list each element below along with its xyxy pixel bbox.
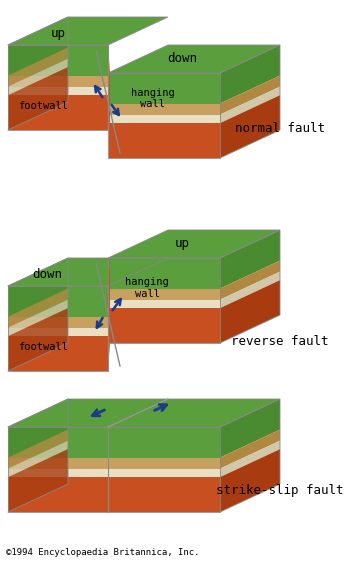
Polygon shape [8, 316, 108, 328]
Polygon shape [108, 73, 220, 103]
Polygon shape [220, 45, 280, 103]
Polygon shape [220, 272, 280, 308]
Text: hanging
wall: hanging wall [125, 277, 169, 298]
Polygon shape [220, 95, 280, 158]
Polygon shape [8, 59, 68, 95]
Polygon shape [108, 123, 220, 158]
Polygon shape [108, 289, 220, 299]
Polygon shape [108, 308, 220, 343]
Polygon shape [108, 399, 280, 427]
Polygon shape [8, 258, 68, 316]
Polygon shape [220, 76, 280, 115]
Polygon shape [8, 86, 108, 95]
Polygon shape [220, 260, 280, 299]
Polygon shape [8, 47, 68, 86]
Polygon shape [8, 95, 108, 130]
Polygon shape [8, 67, 68, 130]
Text: up: up [50, 27, 66, 40]
Polygon shape [8, 441, 68, 477]
Polygon shape [8, 399, 168, 427]
Polygon shape [8, 258, 168, 286]
Polygon shape [8, 468, 108, 477]
Text: ©1994 Encyclopaedia Britannica, Inc.: ©1994 Encyclopaedia Britannica, Inc. [6, 548, 199, 557]
Polygon shape [8, 17, 168, 45]
Polygon shape [8, 477, 108, 512]
Polygon shape [8, 17, 68, 76]
Polygon shape [220, 441, 280, 477]
Polygon shape [108, 45, 110, 158]
Text: hanging
wall: hanging wall [131, 88, 175, 109]
Polygon shape [8, 336, 108, 371]
Text: normal fault: normal fault [235, 121, 325, 134]
Polygon shape [220, 449, 280, 512]
Polygon shape [8, 76, 108, 86]
Polygon shape [108, 458, 220, 468]
Polygon shape [108, 103, 220, 115]
Polygon shape [108, 45, 280, 73]
Polygon shape [220, 280, 280, 343]
Polygon shape [8, 299, 68, 336]
Polygon shape [108, 258, 220, 289]
Polygon shape [8, 45, 108, 76]
Polygon shape [8, 289, 68, 328]
Polygon shape [8, 308, 68, 371]
Polygon shape [8, 429, 68, 468]
Text: footwall: footwall [18, 342, 68, 352]
Polygon shape [8, 286, 108, 316]
Text: reverse fault: reverse fault [231, 334, 329, 347]
Polygon shape [8, 427, 108, 458]
Polygon shape [220, 429, 280, 468]
Polygon shape [220, 399, 280, 458]
Text: strike-slip fault: strike-slip fault [216, 484, 344, 497]
Text: footwall: footwall [18, 101, 68, 111]
Polygon shape [108, 299, 220, 308]
Polygon shape [108, 115, 220, 123]
Polygon shape [8, 449, 68, 512]
Polygon shape [108, 468, 220, 477]
Polygon shape [108, 477, 220, 512]
Polygon shape [8, 458, 108, 468]
Polygon shape [8, 328, 108, 336]
Polygon shape [108, 258, 110, 371]
Polygon shape [108, 427, 220, 458]
Text: down: down [167, 52, 197, 65]
Text: down: down [32, 267, 62, 280]
Polygon shape [8, 399, 68, 458]
Text: up: up [174, 237, 189, 250]
Polygon shape [220, 86, 280, 123]
Polygon shape [108, 230, 280, 258]
Polygon shape [220, 230, 280, 289]
